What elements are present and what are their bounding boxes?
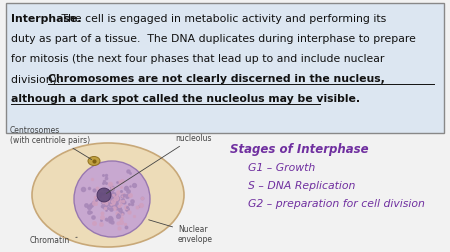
Text: Chromatin: Chromatin: [30, 235, 77, 244]
Text: duty as part of a tissue.  The DNA duplicates during interphase to prepare: duty as part of a tissue. The DNA duplic…: [11, 34, 416, 44]
Text: Centrosomes
(with centriole pairs): Centrosomes (with centriole pairs): [10, 125, 92, 160]
Text: The cell is engaged in metabolic activity and performing its: The cell is engaged in metabolic activit…: [58, 14, 386, 24]
Ellipse shape: [88, 157, 100, 166]
Text: G2 – preparation for cell division: G2 – preparation for cell division: [248, 198, 425, 208]
Text: division).: division).: [11, 74, 64, 84]
FancyBboxPatch shape: [6, 4, 444, 134]
Text: nucleolus: nucleolus: [106, 134, 212, 194]
Text: S – DNA Replication: S – DNA Replication: [248, 180, 356, 190]
Text: Interphase.: Interphase.: [11, 14, 81, 24]
Text: G1 – Growth: G1 – Growth: [248, 162, 315, 172]
Circle shape: [74, 161, 150, 237]
Text: Stages of Interphase: Stages of Interphase: [230, 142, 369, 155]
Text: for mitosis (the next four phases that lead up to and include nuclear: for mitosis (the next four phases that l…: [11, 54, 384, 64]
Text: Chromosomes are not clearly discerned in the nucleus,: Chromosomes are not clearly discerned in…: [48, 74, 385, 84]
Ellipse shape: [32, 143, 184, 247]
Circle shape: [97, 188, 111, 202]
Text: although a dark spot called the nucleolus may be visible.: although a dark spot called the nucleolu…: [11, 94, 360, 104]
Text: Nuclear
envelope: Nuclear envelope: [148, 220, 213, 243]
